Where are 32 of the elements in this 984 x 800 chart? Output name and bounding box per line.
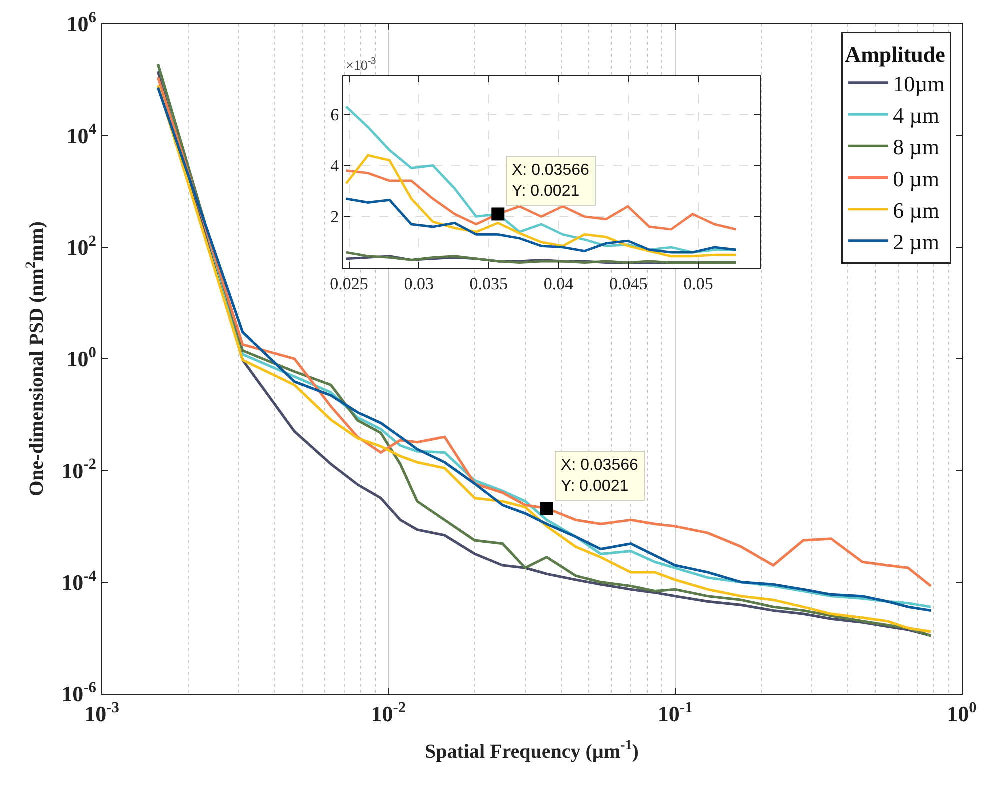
legend-label: 10µm [893,72,945,97]
x-tick-label: 0.03 [404,274,434,294]
x-tick-label: 10$^{-1}$ [658,699,693,726]
x-tick-label: 0.04 [544,274,574,294]
line-series [345,198,738,254]
line-series [345,251,738,264]
legend-label: 8 µm [893,134,940,160]
y-tick-label: 10$^{-2}$ [62,456,97,484]
y-tick-label: 10$^{-4}$ [62,568,97,596]
y-tick-label: 2 [330,208,340,227]
y-tick-label: 10$^{0}$ [66,344,97,372]
legend-label: 2 µm [893,230,940,255]
y-tick-label: 10$^{6}$ [66,9,97,37]
legend-label: 6 µm [893,198,940,223]
y-tick-label: 6 [330,106,340,125]
x-tick-label: 0.025 [330,274,368,294]
legend-title: Amplitude [845,42,946,68]
y-tick-label: 10$^{4}$ [66,121,97,148]
y-tick-label: 10$^{2}$ [66,232,97,260]
legend-label: 0 µm [893,166,940,192]
y-tick-label: 4 [330,156,340,176]
x-tick-label: 0.05 [684,274,714,294]
x-axis-title: Spatial Frequency (µm$^{-1}$) [425,738,639,763]
line-series [345,154,738,258]
annotation: ×10$^{-3}$ [346,56,376,74]
annotation: X: 0.03566 Y: 0.0021 [512,162,590,200]
x-tick-label: 10$^{0}$ [947,699,978,726]
legend-label: 4 µm [893,103,940,128]
annotation: X: 0.03566 Y: 0.0021 [561,457,638,495]
x-tick-label: 0.035 [470,274,508,294]
x-tick-label: 10$^{-2}$ [371,699,406,726]
x-tick-label: 0.045 [609,274,648,294]
